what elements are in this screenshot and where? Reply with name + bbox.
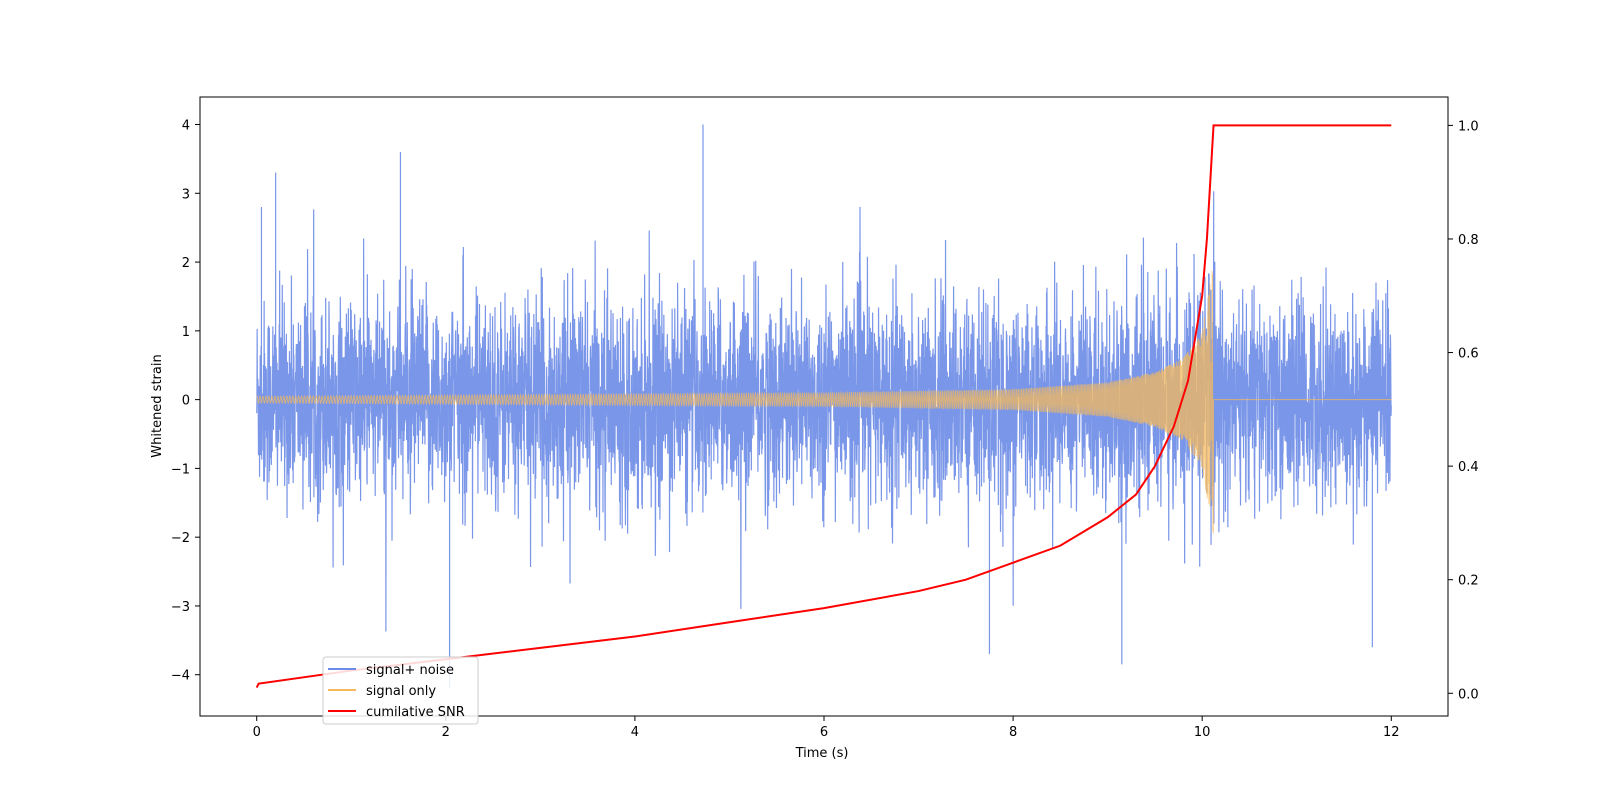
legend-label-signal-noise: signal+ noise xyxy=(366,663,454,678)
x-tick-label: 6 xyxy=(820,725,828,740)
y-tick-label: −3 xyxy=(171,600,190,615)
y-axis-left-ticks: −4 −3 −2 −1 0 1 2 3 4 xyxy=(171,119,200,684)
legend-label-cumulative-snr: cumilative SNR xyxy=(366,705,465,720)
y-tick-label: −4 xyxy=(171,669,190,684)
x-axis-label: Time (s) xyxy=(795,746,849,761)
y-right-tick-label: 1.0 xyxy=(1458,119,1479,134)
x-tick-label: 12 xyxy=(1383,725,1400,740)
y-right-tick-label: 0.4 xyxy=(1458,460,1479,475)
legend: signal+ noise signal only cumilative SNR xyxy=(322,656,479,725)
y-right-tick-label: 0.2 xyxy=(1458,574,1479,589)
y-axis-right-ticks: 0.0 0.2 0.4 0.6 0.8 1.0 xyxy=(1448,119,1479,702)
y-axis-label: Whitened strain xyxy=(150,354,165,457)
y-right-tick-label: 0.8 xyxy=(1458,233,1479,248)
y-right-tick-label: 0.6 xyxy=(1458,347,1479,362)
y-right-tick-label: 0.0 xyxy=(1458,687,1479,702)
signal-noise-line xyxy=(256,124,1392,689)
x-tick-label: 8 xyxy=(1009,725,1017,740)
y-tick-label: 2 xyxy=(182,256,190,271)
y-tick-label: −1 xyxy=(171,462,190,477)
x-tick-label: 10 xyxy=(1194,725,1211,740)
y-tick-label: 1 xyxy=(182,325,190,340)
y-tick-label: 3 xyxy=(182,187,190,202)
x-tick-label: 0 xyxy=(253,725,261,740)
x-tick-label: 2 xyxy=(442,725,450,740)
signal-only-line xyxy=(256,270,1392,534)
cumulative-snr-line xyxy=(255,124,1392,689)
legend-box xyxy=(322,656,479,725)
plot-area xyxy=(255,124,1392,689)
y-tick-label: −2 xyxy=(171,531,190,546)
legend-label-signal-only: signal only xyxy=(366,684,436,699)
x-tick-label: 4 xyxy=(631,725,639,740)
y-tick-label: 0 xyxy=(182,394,190,409)
y-tick-label: 4 xyxy=(182,119,190,134)
